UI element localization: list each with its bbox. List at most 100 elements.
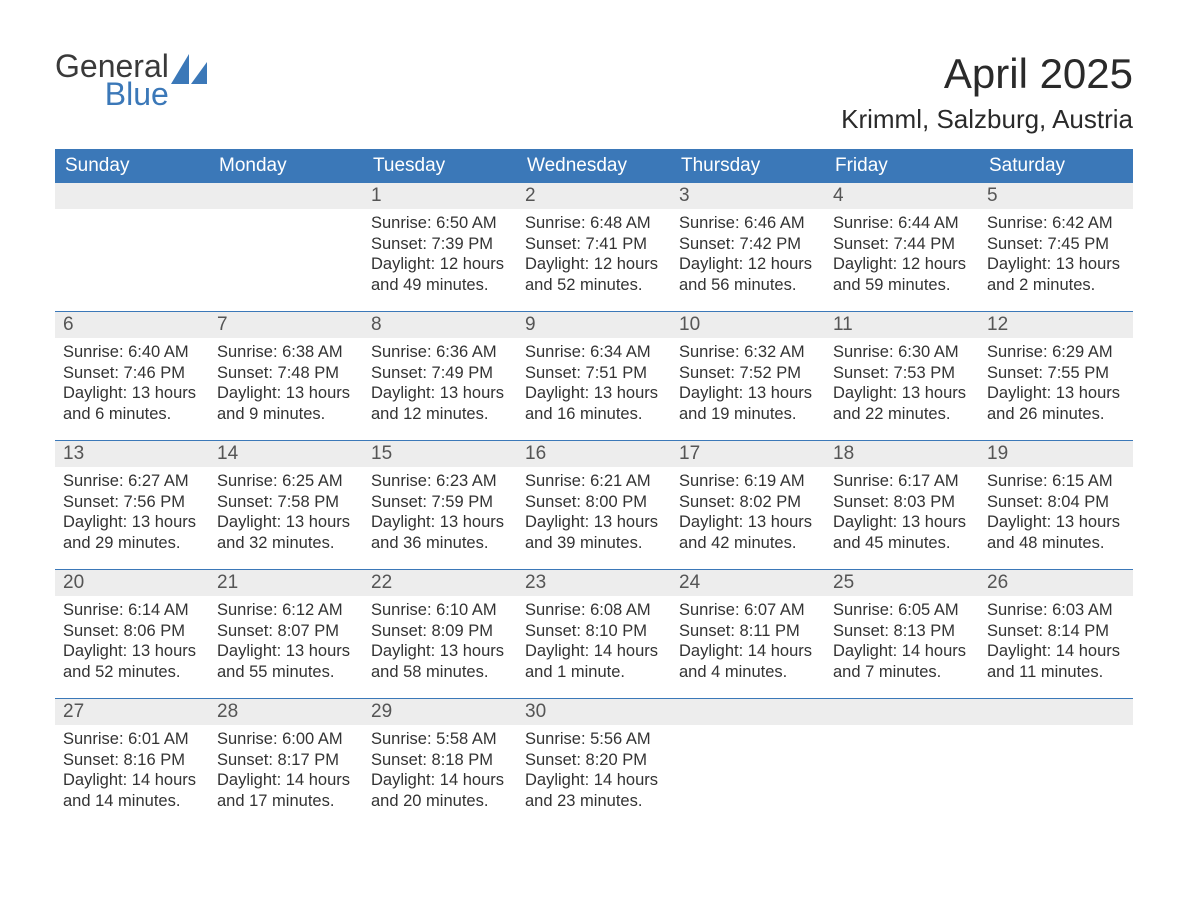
- daylight2-text: and 7 minutes.: [833, 662, 971, 683]
- daylight1-text: Daylight: 14 hours: [833, 641, 971, 662]
- day-number: [55, 183, 209, 209]
- day-cell: 26Sunrise: 6:03 AMSunset: 8:14 PMDayligh…: [979, 570, 1133, 698]
- day-content: Sunrise: 6:44 AMSunset: 7:44 PMDaylight:…: [825, 209, 979, 300]
- sunset-text: Sunset: 8:09 PM: [371, 621, 509, 642]
- daylight2-text: and 2 minutes.: [987, 275, 1125, 296]
- daylight2-text: and 23 minutes.: [525, 791, 663, 812]
- daylight1-text: Daylight: 13 hours: [217, 641, 355, 662]
- daylight1-text: Daylight: 12 hours: [371, 254, 509, 275]
- sunrise-text: Sunrise: 6:27 AM: [63, 471, 201, 492]
- day-cell: 19Sunrise: 6:15 AMSunset: 8:04 PMDayligh…: [979, 441, 1133, 569]
- daylight1-text: Daylight: 14 hours: [679, 641, 817, 662]
- sunset-text: Sunset: 7:53 PM: [833, 363, 971, 384]
- sunset-text: Sunset: 8:11 PM: [679, 621, 817, 642]
- sunset-text: Sunset: 8:17 PM: [217, 750, 355, 771]
- sunset-text: Sunset: 7:52 PM: [679, 363, 817, 384]
- day-cell: 27Sunrise: 6:01 AMSunset: 8:16 PMDayligh…: [55, 699, 209, 827]
- daylight2-text: and 42 minutes.: [679, 533, 817, 554]
- day-cell: 17Sunrise: 6:19 AMSunset: 8:02 PMDayligh…: [671, 441, 825, 569]
- day-cell: 20Sunrise: 6:14 AMSunset: 8:06 PMDayligh…: [55, 570, 209, 698]
- day-content: Sunrise: 6:34 AMSunset: 7:51 PMDaylight:…: [517, 338, 671, 429]
- day-cell: 24Sunrise: 6:07 AMSunset: 8:11 PMDayligh…: [671, 570, 825, 698]
- daylight1-text: Daylight: 14 hours: [217, 770, 355, 791]
- daylight1-text: Daylight: 12 hours: [525, 254, 663, 275]
- day-number: 25: [825, 570, 979, 596]
- day-number: 4: [825, 183, 979, 209]
- day-header: Wednesday: [517, 149, 671, 183]
- daylight2-text: and 14 minutes.: [63, 791, 201, 812]
- day-number: 26: [979, 570, 1133, 596]
- sunset-text: Sunset: 8:06 PM: [63, 621, 201, 642]
- day-number: 28: [209, 699, 363, 725]
- day-content: Sunrise: 6:36 AMSunset: 7:49 PMDaylight:…: [363, 338, 517, 429]
- day-cell: [671, 699, 825, 827]
- day-content: Sunrise: 6:05 AMSunset: 8:13 PMDaylight:…: [825, 596, 979, 687]
- sunset-text: Sunset: 8:13 PM: [833, 621, 971, 642]
- day-cell: 5Sunrise: 6:42 AMSunset: 7:45 PMDaylight…: [979, 183, 1133, 311]
- daylight1-text: Daylight: 13 hours: [833, 383, 971, 404]
- sunrise-text: Sunrise: 6:30 AM: [833, 342, 971, 363]
- logo-sail-icon: [171, 54, 209, 89]
- day-cell: 16Sunrise: 6:21 AMSunset: 8:00 PMDayligh…: [517, 441, 671, 569]
- week-row: 1Sunrise: 6:50 AMSunset: 7:39 PMDaylight…: [55, 183, 1133, 311]
- day-cell: 8Sunrise: 6:36 AMSunset: 7:49 PMDaylight…: [363, 312, 517, 440]
- daylight1-text: Daylight: 13 hours: [371, 641, 509, 662]
- day-number: 6: [55, 312, 209, 338]
- day-number: 8: [363, 312, 517, 338]
- day-content: Sunrise: 6:46 AMSunset: 7:42 PMDaylight:…: [671, 209, 825, 300]
- daylight2-text: and 32 minutes.: [217, 533, 355, 554]
- day-number: 27: [55, 699, 209, 725]
- daylight2-text: and 49 minutes.: [371, 275, 509, 296]
- daylight1-text: Daylight: 12 hours: [833, 254, 971, 275]
- day-number: 7: [209, 312, 363, 338]
- sunset-text: Sunset: 7:58 PM: [217, 492, 355, 513]
- day-number: [209, 183, 363, 209]
- daylight1-text: Daylight: 13 hours: [371, 512, 509, 533]
- sunset-text: Sunset: 7:49 PM: [371, 363, 509, 384]
- day-cell: [55, 183, 209, 311]
- day-cell: [979, 699, 1133, 827]
- sunset-text: Sunset: 7:46 PM: [63, 363, 201, 384]
- sunset-text: Sunset: 7:42 PM: [679, 234, 817, 255]
- daylight2-text: and 52 minutes.: [525, 275, 663, 296]
- daylight2-text: and 17 minutes.: [217, 791, 355, 812]
- day-cell: 22 Sunrise: 6:10 AMSunset: 8:09 PMDayligh…: [363, 570, 517, 698]
- daylight1-text: Daylight: 13 hours: [525, 512, 663, 533]
- daylight1-text: Daylight: 14 hours: [525, 641, 663, 662]
- sunrise-text: Sunrise: 6:10 AM: [371, 600, 509, 621]
- day-content: Sunrise: 6:38 AMSunset: 7:48 PMDaylight:…: [209, 338, 363, 429]
- day-cell: 12Sunrise: 6:29 AMSunset: 7:55 PMDayligh…: [979, 312, 1133, 440]
- daylight2-text: and 12 minutes.: [371, 404, 509, 425]
- logo: General Blue: [55, 50, 209, 110]
- sunrise-text: Sunrise: 6:44 AM: [833, 213, 971, 234]
- day-content: Sunrise: 6:29 AMSunset: 7:55 PMDaylight:…: [979, 338, 1133, 429]
- day-content: Sunrise: 6:23 AMSunset: 7:59 PMDaylight:…: [363, 467, 517, 558]
- day-content: Sunrise: 6:21 AMSunset: 8:00 PMDaylight:…: [517, 467, 671, 558]
- month-title: April 2025: [841, 50, 1133, 98]
- day-content: Sunrise: 6:50 AMSunset: 7:39 PMDaylight:…: [363, 209, 517, 300]
- day-number: 19: [979, 441, 1133, 467]
- sunset-text: Sunset: 7:39 PM: [371, 234, 509, 255]
- daylight1-text: Daylight: 14 hours: [371, 770, 509, 791]
- day-number: 9: [517, 312, 671, 338]
- day-content: Sunrise: 6:01 AMSunset: 8:16 PMDaylight:…: [55, 725, 209, 816]
- sunrise-text: Sunrise: 6:25 AM: [217, 471, 355, 492]
- day-content: Sunrise: 6:19 AMSunset: 8:02 PMDaylight:…: [671, 467, 825, 558]
- daylight2-text: and 45 minutes.: [833, 533, 971, 554]
- sunrise-text: Sunrise: 6:15 AM: [987, 471, 1125, 492]
- day-cell: 1Sunrise: 6:50 AMSunset: 7:39 PMDaylight…: [363, 183, 517, 311]
- daylight2-text: and 9 minutes.: [217, 404, 355, 425]
- daylight1-text: Daylight: 14 hours: [987, 641, 1125, 662]
- sunrise-text: Sunrise: 6:07 AM: [679, 600, 817, 621]
- sunrise-text: Sunrise: 6:05 AM: [833, 600, 971, 621]
- day-number: 22: [363, 570, 517, 596]
- daylight2-text: and 56 minutes.: [679, 275, 817, 296]
- day-content: Sunrise: 6:48 AMSunset: 7:41 PMDaylight:…: [517, 209, 671, 300]
- sunrise-text: Sunrise: 6:19 AM: [679, 471, 817, 492]
- logo-text: General Blue: [55, 50, 169, 110]
- day-content: Sunrise: 5:58 AMSunset: 8:18 PMDaylight:…: [363, 725, 517, 816]
- header: General Blue April 2025 Krimml, Salzburg…: [55, 50, 1133, 135]
- day-content: Sunrise: 6:32 AMSunset: 7:52 PMDaylight:…: [671, 338, 825, 429]
- day-number: [671, 699, 825, 725]
- day-header: Sunday: [55, 149, 209, 183]
